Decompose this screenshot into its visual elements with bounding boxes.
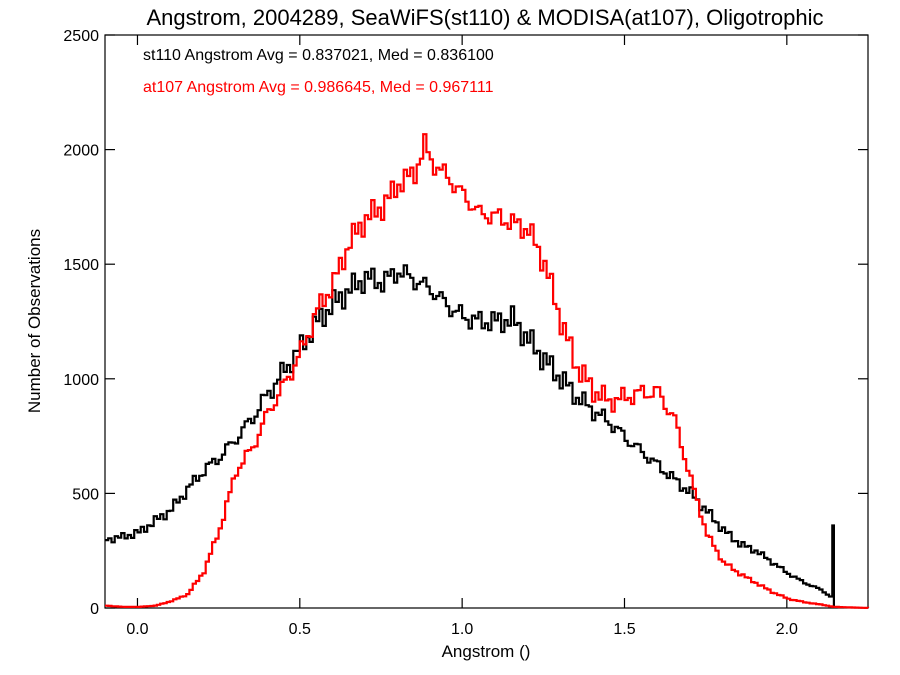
x-tick-label: 1.0 [451,621,473,638]
x-tick-label: 0.5 [289,621,311,638]
series-at107-line [105,133,870,609]
y-tick-label: 1500 [63,257,99,274]
y-axis-ticks: 0 500 1000 1500 2000 2500 [63,28,868,618]
x-tick-label: 0.0 [126,621,148,638]
y-axis-label: Number of Observations [25,229,44,413]
y-tick-label: 2000 [63,143,99,160]
y-tick-label: 2500 [63,28,99,45]
x-axis-ticks: 0.0 0.5 1.0 1.5 2.0 [126,35,798,638]
x-tick-label: 2.0 [776,621,798,638]
plot-frame [104,34,869,609]
plot-area: 0.0 0.5 1.0 1.5 2.0 0 500 1000 1500 2000 2500 [63,28,870,638]
series-st110-line [105,264,835,608]
y-tick-label: 0 [90,601,99,618]
x-tick-label: 1.5 [613,621,635,638]
x-axis-label: Angstrom () [442,642,531,661]
series-layer [105,133,870,609]
y-tick-label: 500 [72,486,99,503]
chart-title: Angstrom, 2004289, SeaWiFS(st110) & MODI… [147,5,824,30]
annotation-st110: st110 Angstrom Avg = 0.837021, Med = 0.8… [143,47,494,64]
annotation-at107: at107 Angstrom Avg = 0.986645, Med = 0.9… [143,79,494,96]
y-tick-label: 1000 [63,372,99,389]
